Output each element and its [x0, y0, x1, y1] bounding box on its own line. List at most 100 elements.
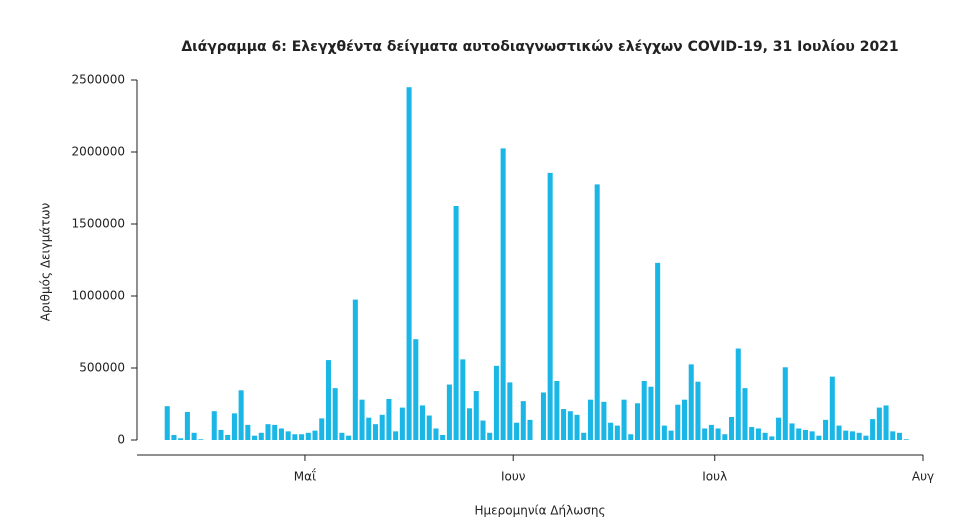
bar — [164, 406, 170, 440]
bar — [278, 428, 284, 440]
bar — [849, 431, 855, 440]
bar — [493, 365, 499, 440]
bar — [473, 391, 479, 440]
bar — [668, 430, 674, 440]
bar — [500, 148, 506, 440]
bar — [722, 434, 728, 440]
bar — [661, 425, 667, 440]
bar — [749, 427, 755, 440]
bar — [258, 432, 264, 440]
bar — [467, 408, 473, 440]
x-tick-label: Ιουν — [501, 470, 526, 484]
bar — [352, 299, 358, 440]
bar — [460, 359, 466, 440]
bar — [762, 432, 768, 440]
bar — [507, 382, 513, 440]
bar — [453, 206, 459, 440]
bar — [870, 419, 876, 440]
bar — [372, 424, 379, 440]
bar — [856, 432, 862, 440]
x-axis-label: Ημερομηνία Δήλωσης — [474, 504, 605, 518]
bar — [601, 401, 607, 440]
bar — [406, 87, 412, 440]
y-tick-label: 1500000 — [72, 217, 125, 231]
bar — [231, 413, 237, 440]
bar — [332, 388, 338, 440]
bar — [789, 423, 795, 440]
bar — [896, 432, 903, 440]
y-tick-label: 2000000 — [72, 145, 125, 159]
x-tick-label: Μαΐ — [294, 469, 316, 484]
bar — [829, 376, 835, 440]
bar — [433, 428, 439, 440]
bar — [621, 399, 627, 440]
bar — [816, 435, 822, 440]
bar — [843, 430, 849, 440]
bar — [198, 439, 204, 440]
bar — [514, 422, 520, 440]
bar — [809, 431, 815, 440]
bar — [191, 432, 197, 440]
bar — [366, 417, 372, 440]
bar — [319, 418, 325, 440]
bar — [540, 392, 546, 440]
bar — [628, 434, 634, 440]
bar — [325, 360, 331, 440]
bar — [782, 367, 788, 440]
chart-title: Διάγραμμα 6: Ελεγχθέντα δείγματα αυτοδια… — [181, 39, 898, 55]
x-tick-label: Αυγ — [912, 470, 934, 484]
bar — [883, 405, 889, 440]
bar — [211, 411, 217, 440]
bar — [688, 364, 694, 440]
bar — [393, 431, 399, 440]
bar — [614, 425, 620, 440]
bar — [272, 424, 278, 440]
bar — [567, 411, 573, 440]
bar — [292, 434, 298, 440]
bar — [708, 424, 714, 440]
y-tick-label: 500000 — [79, 361, 125, 375]
bar — [655, 262, 661, 440]
bar — [681, 399, 688, 440]
bar — [480, 420, 486, 440]
bar — [594, 184, 600, 440]
bar — [171, 434, 177, 440]
bar — [184, 411, 190, 440]
bar — [776, 417, 782, 440]
bar — [796, 428, 802, 440]
bar — [634, 403, 641, 440]
bar — [285, 431, 291, 440]
bar — [178, 438, 184, 440]
bar — [265, 424, 271, 440]
bar — [742, 388, 748, 440]
bar — [836, 425, 842, 440]
bar — [702, 428, 708, 440]
bar — [238, 390, 244, 440]
bar — [245, 424, 251, 440]
bar — [554, 380, 560, 440]
bar — [225, 434, 231, 440]
bar — [305, 432, 311, 440]
bar — [863, 435, 869, 440]
bar — [527, 419, 533, 440]
bar — [581, 432, 587, 440]
bar — [426, 415, 432, 440]
y-axis-label: Αριθμός Δειγμάτων — [39, 202, 53, 321]
bar — [446, 384, 452, 440]
bar — [413, 339, 419, 440]
bar — [487, 432, 493, 440]
bar — [715, 428, 721, 440]
bar — [587, 399, 593, 440]
bar — [299, 434, 305, 440]
bar — [769, 436, 775, 440]
y-tick-label: 1000000 — [72, 289, 125, 303]
bar — [802, 429, 808, 440]
bar — [903, 439, 909, 440]
bar — [312, 430, 318, 440]
bar — [339, 432, 345, 440]
bar — [876, 407, 882, 440]
bar — [735, 348, 741, 440]
bar — [379, 414, 385, 440]
x-tick-label: Ιουλ — [702, 470, 727, 484]
